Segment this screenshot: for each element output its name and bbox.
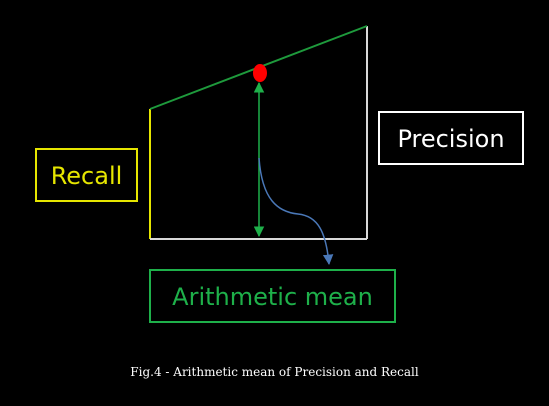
mean-point <box>253 64 267 82</box>
precision-label-box: Precision <box>378 111 524 165</box>
figure-caption: Fig.4 - Arithmetic mean of Precision and… <box>130 365 419 379</box>
precision-label: Precision <box>397 125 504 153</box>
arithmetic-mean-label-box: Arithmetic mean <box>149 269 396 323</box>
arithmetic-mean-label: Arithmetic mean <box>172 283 373 311</box>
recall-label: Recall <box>51 162 123 190</box>
pointer-arrow <box>258 157 334 266</box>
recall-label-box: Recall <box>35 148 138 202</box>
